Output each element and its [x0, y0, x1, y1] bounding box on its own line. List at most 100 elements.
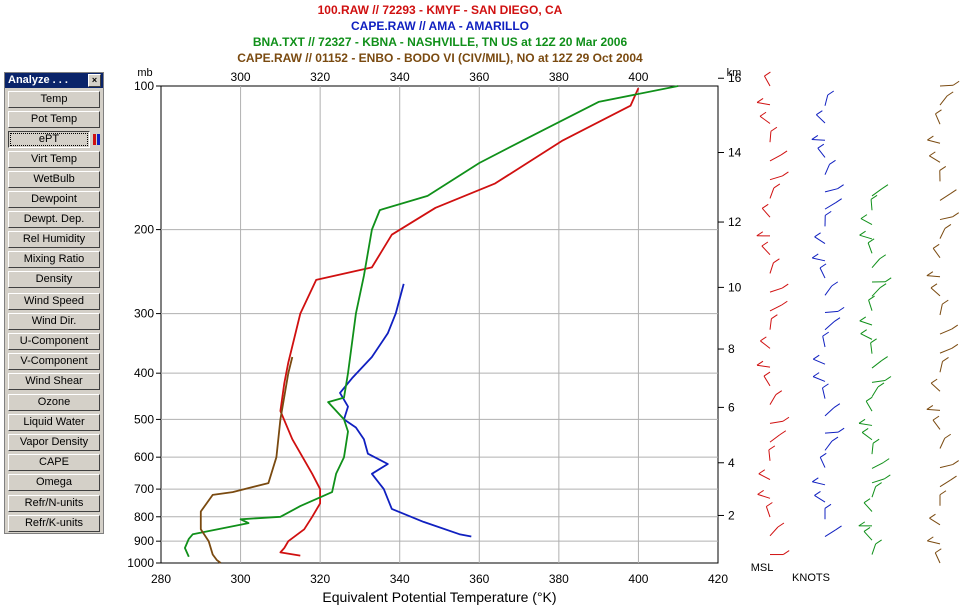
wind-barb-flag-icon [837, 184, 844, 190]
wind-barb-icon [824, 529, 836, 537]
wind-barb-flag-icon [944, 433, 952, 439]
wind-barb-icon [932, 247, 941, 259]
wind-barb-flag-icon [868, 295, 875, 301]
wind-barb-flag-icon [879, 283, 887, 289]
wind-barb-flag-icon [833, 403, 841, 409]
x-top-tick-label: 360 [469, 70, 489, 84]
analyze-panel-header: Analyze . . . × [5, 73, 103, 88]
wind-barb-icon [871, 543, 877, 555]
wind-barb-flag-icon [812, 372, 820, 378]
analyze-button-dewpt-dep[interactable]: Dewpt. Dep. [8, 211, 100, 228]
wind-barb-icon [815, 114, 826, 124]
wind-barb-flag-icon [761, 241, 769, 247]
wind-barb-flag-icon [780, 150, 788, 156]
y-tick-label: 700 [134, 482, 154, 496]
wind-barb-flag-icon [831, 281, 839, 287]
analyze-button-wind-dir[interactable]: Wind Dir. [8, 313, 100, 330]
wind-barb-flag-icon [942, 299, 949, 305]
wind-barb-flag-icon [837, 427, 845, 433]
title-line-1: 100.RAW // 72293 - KMYF - SAN DIEGO, CA [317, 3, 563, 17]
wind-barb-icon [824, 407, 835, 417]
analyze-button-ozone[interactable]: Ozone [8, 394, 100, 411]
wind-barb-icon [929, 517, 941, 526]
analyze-button-wetbulb[interactable]: WetBulb [8, 171, 100, 188]
wind-barb-icon [871, 380, 886, 383]
series-line-1 [279, 87, 640, 557]
wind-barb-icon [760, 340, 771, 349]
wind-barb-flag-icon [875, 482, 882, 488]
wind-barb-icon [926, 408, 941, 411]
title-line-4: CAPE.RAW // 01152 - ENBO - BODO VI (CIV/… [237, 51, 643, 65]
wind-label-knots: KNOTS [792, 572, 830, 584]
wind-barb-flag-icon [942, 356, 949, 362]
wind-barb-icon [871, 486, 877, 498]
analyze-button-refr-k-units[interactable]: Refr/K-units [8, 515, 100, 532]
wind-barb-flag-icon [835, 198, 842, 204]
wind-barb-flag-icon [858, 418, 866, 424]
y-tick-label: 200 [134, 223, 154, 237]
series-line-2 [339, 283, 472, 538]
x-tick-label: 420 [708, 572, 728, 586]
analyze-button-pot-temp[interactable]: Pot Temp [8, 111, 100, 128]
wind-barb-flag-icon [824, 210, 832, 216]
analyze-button-wind-shear[interactable]: Wind Shear [8, 373, 100, 390]
wind-barb-icon [824, 188, 838, 193]
analyze-button-refr-n-units[interactable]: Refr/N-units [8, 495, 100, 512]
analyze-button-omega[interactable]: Omega [8, 474, 100, 491]
close-icon[interactable]: × [88, 74, 101, 87]
wind-barb-icon [939, 84, 954, 87]
wind-barb-flag-icon [932, 415, 940, 421]
wind-barb-icon [769, 420, 784, 424]
wind-barb-icon [763, 375, 771, 387]
analyze-button-rel-humidity[interactable]: Rel Humidity [8, 231, 100, 248]
analyze-button-u-component[interactable]: U-Component [8, 333, 100, 350]
analyze-button-dewpoint[interactable]: Dewpoint [8, 191, 100, 208]
wind-barb-icon [824, 285, 833, 296]
wind-barb-flag-icon [861, 428, 869, 433]
wind-barb-flag-icon [819, 263, 827, 269]
wind-barb-icon [768, 449, 771, 461]
wind-barb-flag-icon [927, 135, 934, 141]
wind-barb-icon [939, 95, 948, 106]
wind-barb-icon [871, 386, 879, 398]
wind-barb-icon [822, 336, 826, 348]
wind-barb-icon [939, 438, 946, 449]
y-tick-label: 800 [134, 510, 154, 524]
analyze-button-wind-speed[interactable]: Wind Speed [8, 293, 100, 310]
wind-barb-icon [859, 234, 873, 240]
series-line-3 [183, 85, 679, 558]
km-tick-label: 4 [728, 456, 735, 470]
analyze-button-v-component[interactable]: V-Component [8, 353, 100, 370]
wind-barb-flag-icon [939, 490, 947, 496]
analyze-button-temp[interactable]: Temp [8, 91, 100, 108]
wind-barb-flag-icon [760, 336, 767, 342]
wind-barb-flag-icon [822, 383, 829, 389]
wind-barb-icon [819, 267, 826, 279]
wind-barb-flag-icon [950, 189, 957, 195]
analyze-button-liquid-water[interactable]: Liquid Water [8, 414, 100, 431]
wind-barb-flag-icon [758, 469, 766, 475]
wind-barb-icon [871, 258, 881, 268]
wind-barb-icon [863, 531, 873, 541]
analyze-button-virt-temp[interactable]: Virt Temp [8, 151, 100, 168]
wind-barb-icon [769, 131, 772, 143]
wind-barb-flag-icon [782, 416, 790, 422]
x-top-tick-label: 300 [231, 70, 251, 84]
km-tick-label: 12 [728, 215, 742, 229]
analyze-button-vapor-density[interactable]: Vapor Density [8, 434, 100, 451]
wind-barb-flag-icon [858, 521, 866, 527]
analyze-button-ept[interactable]: ePT [8, 131, 90, 148]
y-tick-label: 1000 [127, 556, 154, 570]
analyze-button-cape[interactable]: CAPE [8, 454, 100, 471]
analyze-button-density[interactable]: Density [8, 271, 100, 288]
wind-label-msl: MSL [751, 562, 774, 574]
wind-barb-icon [871, 478, 885, 484]
wind-barb-flag-icon [877, 382, 885, 388]
wind-barb-icon [814, 495, 826, 503]
wind-barb-flag-icon [812, 477, 819, 483]
wind-barb-flag-icon [831, 436, 839, 442]
wind-barb-icon [769, 187, 775, 199]
analyze-button-mixing-ratio[interactable]: Mixing Ratio [8, 251, 100, 268]
wind-barb-icon [763, 75, 771, 87]
wind-barb-flag-icon [757, 489, 764, 495]
